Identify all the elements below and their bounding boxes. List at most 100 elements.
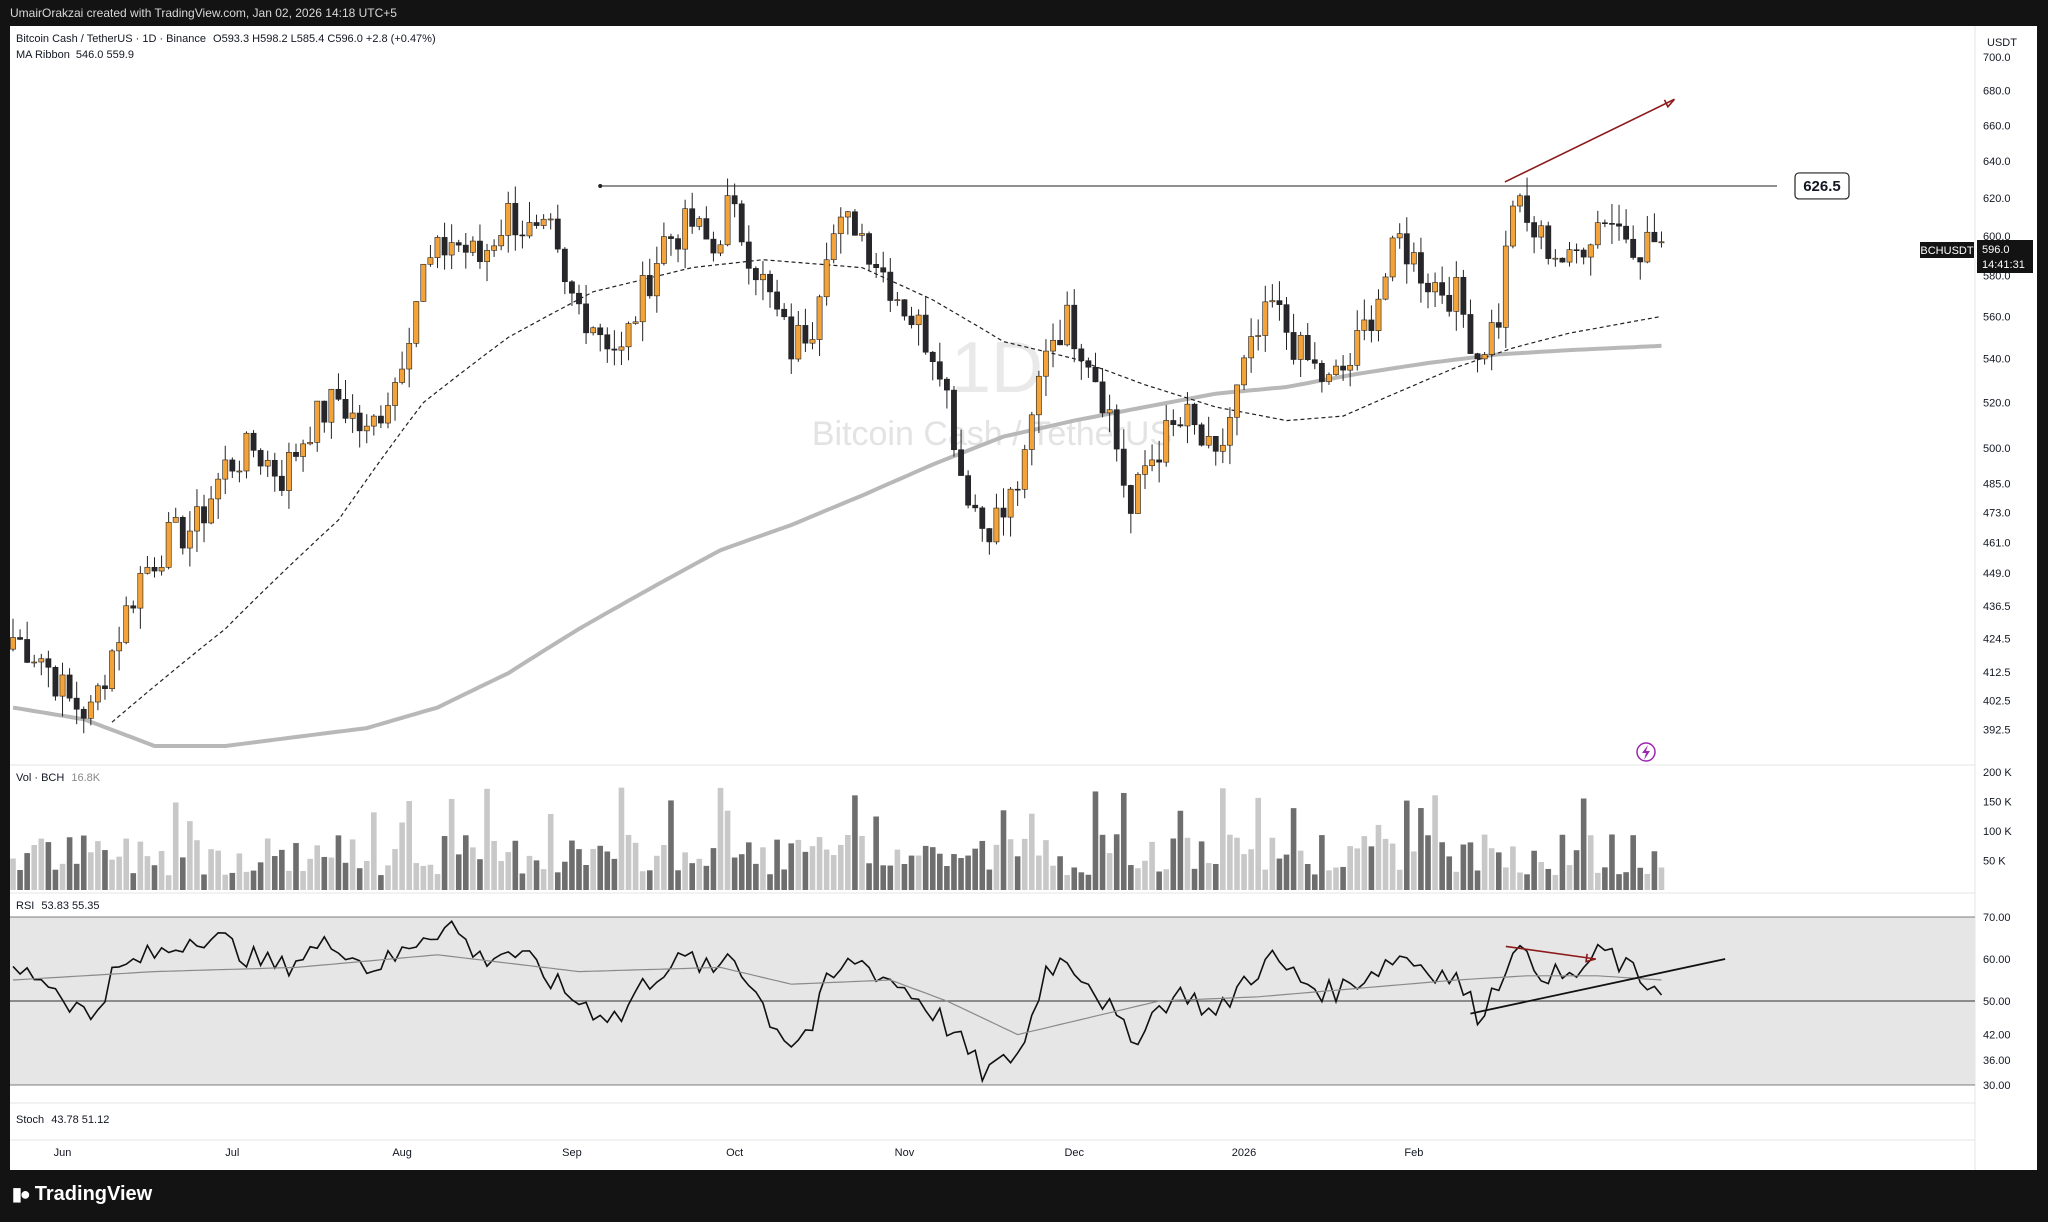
volume-bar xyxy=(1036,855,1042,890)
volume-bar xyxy=(1432,795,1438,890)
candle-up xyxy=(1453,276,1460,312)
candle-down xyxy=(1120,448,1127,486)
volume-bar xyxy=(1149,841,1155,890)
volume-bar xyxy=(1177,810,1184,890)
candle-down xyxy=(1446,294,1453,312)
volume-bar xyxy=(1467,842,1474,890)
candle-up xyxy=(1410,252,1417,265)
volume-bar xyxy=(1446,856,1453,890)
candle-down xyxy=(201,506,207,524)
volume-bar xyxy=(774,839,780,890)
candle-up xyxy=(1361,319,1368,331)
candle-up xyxy=(1510,205,1516,247)
price-tick-label: 500.0 xyxy=(1983,443,2011,455)
volume-bar xyxy=(519,873,526,890)
candle-down xyxy=(80,708,87,719)
price-tick-label: 449.0 xyxy=(1983,568,2011,580)
candle-down xyxy=(936,361,943,380)
volume-bar xyxy=(208,849,214,890)
volume-bar xyxy=(1021,838,1028,890)
volume-bar xyxy=(1319,835,1325,890)
volume-bar xyxy=(809,846,816,890)
volume-bar xyxy=(1078,872,1085,890)
volume-bar xyxy=(378,875,384,890)
volume-bar xyxy=(102,850,108,890)
volume-bar xyxy=(1361,836,1368,890)
candle-down xyxy=(668,236,674,239)
divergence-annotations[interactable] xyxy=(1470,98,1726,1015)
volume-bar xyxy=(979,840,986,890)
volume-bar xyxy=(1354,848,1361,890)
volume-bar xyxy=(1113,834,1120,890)
countdown-label: 14:41:31 xyxy=(1982,259,2025,271)
candle-up xyxy=(1552,257,1559,260)
candle-down xyxy=(745,241,752,269)
candle-down xyxy=(887,271,894,301)
candle-up xyxy=(809,339,816,344)
rsi-tick-label: 50.00 xyxy=(1983,996,2011,1008)
price-tick-label: 424.5 xyxy=(1983,633,2011,645)
candle-up xyxy=(491,245,497,251)
candle-down xyxy=(646,275,653,297)
price-tick-label: 473.0 xyxy=(1983,508,2011,520)
candle-up xyxy=(1135,474,1141,514)
rsi-legend[interactable]: RSI 53.83 55.35 xyxy=(16,900,100,912)
volume-bar xyxy=(363,860,370,890)
volume-bar xyxy=(109,859,115,890)
candle-up xyxy=(1269,300,1276,303)
volume-bar xyxy=(1057,856,1063,890)
volume-bar xyxy=(944,866,950,890)
volume-bar xyxy=(137,841,144,890)
volume-bar xyxy=(243,871,250,890)
stoch-legend[interactable]: Stoch 43.78 51.12 xyxy=(16,1114,109,1126)
candle-up xyxy=(1007,488,1014,518)
candle-down xyxy=(1651,231,1658,243)
volume-tick-label: 50 K xyxy=(1983,856,2006,868)
candle-up xyxy=(1035,375,1042,416)
candle-down xyxy=(45,658,52,668)
volume-bar xyxy=(1142,860,1148,890)
volume-bar xyxy=(1396,869,1403,890)
candle-down xyxy=(1340,365,1346,371)
candle-up xyxy=(760,273,766,281)
volume-legend[interactable]: Vol · BCH 16.8K xyxy=(16,772,100,784)
candle-down xyxy=(1630,238,1637,258)
volume-bar xyxy=(1623,872,1629,890)
volume-bar xyxy=(1545,868,1552,890)
candle-up xyxy=(1262,301,1269,336)
candle-up xyxy=(208,498,214,524)
lightning-icon[interactable] xyxy=(1636,742,1656,762)
volume-bar xyxy=(194,840,200,890)
candle-down xyxy=(102,685,108,689)
volume-bar xyxy=(116,856,122,890)
price-tick-label: 412.5 xyxy=(1983,667,2011,679)
volume-bar xyxy=(31,845,38,890)
volume-bar xyxy=(1198,841,1205,890)
tradingview-logo[interactable]: ▮● TradingView xyxy=(12,1183,152,1206)
ma-ribbon-legend[interactable]: MA Ribbon 546.0 559.9 xyxy=(16,49,134,61)
price-tick-label: 392.5 xyxy=(1983,725,2011,737)
volume-bar xyxy=(562,861,568,890)
volume-bar xyxy=(385,865,391,890)
currency-label: USDT xyxy=(1987,37,2017,49)
rsi-tick-label: 60.00 xyxy=(1983,954,2011,966)
candle-up xyxy=(385,405,391,424)
candle-down xyxy=(576,292,582,305)
volume-bar xyxy=(682,852,688,890)
volume-bar xyxy=(639,871,646,890)
candle-down xyxy=(774,291,780,310)
candle-down xyxy=(597,327,604,336)
rsi-tick-label: 70.00 xyxy=(1983,912,2011,924)
volume-bar xyxy=(45,842,52,890)
symbol-legend[interactable]: Bitcoin Cash / TetherUS · 1D · Binance O… xyxy=(16,33,436,45)
candle-up xyxy=(660,236,667,264)
candle-down xyxy=(512,203,519,236)
volume-bar xyxy=(279,849,285,890)
volume-bar xyxy=(965,855,971,890)
volume-bar xyxy=(583,865,589,890)
price-tick-label: 560.0 xyxy=(1983,311,2011,323)
resistance-line-group[interactable]: 626.5 xyxy=(598,172,1850,200)
candle-down xyxy=(179,517,186,549)
candle-up xyxy=(307,442,314,445)
